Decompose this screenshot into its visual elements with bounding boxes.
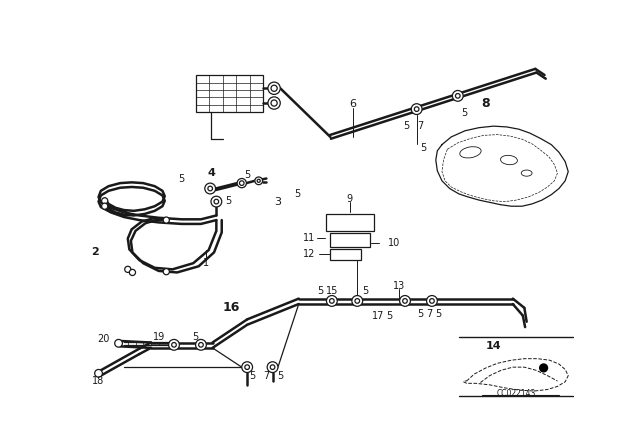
Text: 5: 5	[435, 309, 441, 319]
Text: 5: 5	[294, 189, 300, 199]
Circle shape	[412, 104, 422, 115]
Circle shape	[102, 198, 108, 204]
Text: 9: 9	[346, 194, 353, 203]
Text: 5: 5	[250, 370, 255, 381]
Circle shape	[208, 186, 212, 191]
Circle shape	[456, 94, 460, 98]
Circle shape	[403, 299, 407, 303]
Text: 10: 10	[388, 238, 400, 248]
Circle shape	[237, 178, 246, 188]
Circle shape	[125, 266, 131, 272]
Circle shape	[427, 296, 437, 306]
Circle shape	[330, 299, 334, 303]
Circle shape	[414, 107, 419, 112]
Circle shape	[239, 181, 244, 185]
Circle shape	[95, 370, 102, 377]
FancyBboxPatch shape	[330, 233, 371, 247]
Text: 7: 7	[426, 309, 433, 319]
Text: 5: 5	[179, 173, 185, 184]
Text: 19: 19	[152, 332, 164, 342]
Circle shape	[214, 199, 219, 204]
Text: 5: 5	[244, 170, 250, 181]
Circle shape	[205, 183, 216, 194]
Circle shape	[268, 97, 280, 109]
Text: 5: 5	[362, 286, 368, 296]
Circle shape	[129, 269, 136, 276]
Circle shape	[271, 85, 277, 91]
Circle shape	[271, 100, 277, 106]
Text: 5: 5	[461, 108, 467, 118]
FancyBboxPatch shape	[196, 75, 263, 112]
Text: 1: 1	[204, 258, 209, 268]
Text: 16: 16	[223, 302, 241, 314]
Text: 5: 5	[417, 309, 424, 319]
Text: 20: 20	[97, 334, 109, 344]
Text: 5: 5	[317, 286, 323, 296]
Circle shape	[163, 217, 170, 223]
Polygon shape	[436, 126, 568, 206]
FancyBboxPatch shape	[330, 250, 361, 260]
Circle shape	[196, 340, 206, 350]
Text: 3: 3	[275, 197, 282, 207]
Text: 13: 13	[393, 281, 405, 291]
Text: 15: 15	[326, 286, 339, 296]
Text: 2: 2	[92, 247, 99, 258]
Text: 11: 11	[303, 233, 315, 243]
Circle shape	[163, 269, 170, 275]
Text: 5: 5	[420, 142, 426, 153]
Circle shape	[326, 296, 337, 306]
Circle shape	[452, 90, 463, 101]
Circle shape	[268, 82, 280, 95]
Circle shape	[255, 177, 262, 185]
Circle shape	[539, 363, 548, 373]
Text: 7: 7	[417, 121, 424, 131]
Circle shape	[198, 343, 204, 347]
Text: 5: 5	[277, 370, 284, 381]
Text: 7: 7	[263, 370, 269, 381]
Text: 12: 12	[303, 249, 315, 259]
Text: 6: 6	[349, 99, 356, 109]
Circle shape	[352, 296, 363, 306]
Circle shape	[267, 362, 278, 373]
Text: 14: 14	[486, 341, 501, 351]
Text: 4: 4	[207, 168, 215, 178]
Circle shape	[399, 296, 410, 306]
Text: 5: 5	[225, 196, 231, 206]
Circle shape	[257, 179, 260, 182]
Circle shape	[102, 203, 108, 209]
Circle shape	[270, 365, 275, 370]
Text: 8: 8	[481, 97, 490, 110]
Text: 17: 17	[372, 310, 384, 321]
Text: 5: 5	[387, 310, 393, 321]
Circle shape	[115, 340, 122, 347]
Circle shape	[245, 365, 250, 370]
Circle shape	[242, 362, 253, 373]
Text: CC022143: CC022143	[497, 389, 536, 398]
Text: 18: 18	[92, 376, 105, 386]
Text: 5: 5	[403, 121, 409, 131]
Circle shape	[429, 299, 435, 303]
Circle shape	[355, 299, 360, 303]
FancyBboxPatch shape	[326, 214, 374, 231]
Text: 5: 5	[193, 332, 198, 342]
Circle shape	[211, 196, 221, 207]
Circle shape	[168, 340, 179, 350]
Circle shape	[172, 343, 176, 347]
